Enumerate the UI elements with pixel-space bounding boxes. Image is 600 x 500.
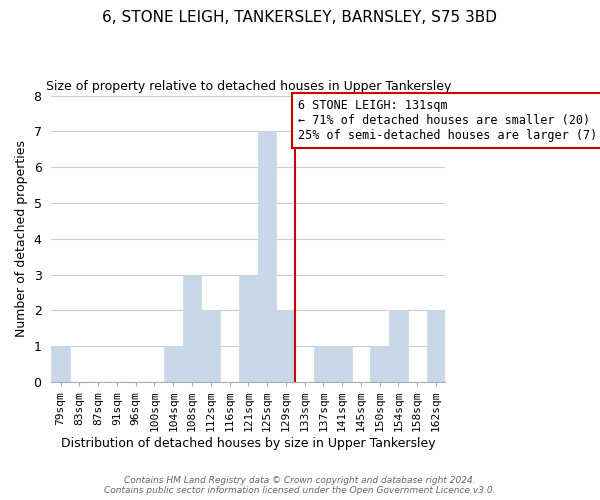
Bar (314, 346, 333, 382)
Y-axis label: Number of detached properties: Number of detached properties (15, 140, 28, 337)
Bar (333, 346, 352, 382)
Bar (202, 310, 220, 382)
Bar (51, 346, 70, 382)
Bar (182, 274, 202, 382)
Title: Size of property relative to detached houses in Upper Tankersley: Size of property relative to detached ho… (46, 80, 451, 93)
Text: 6, STONE LEIGH, TANKERSLEY, BARNSLEY, S75 3BD: 6, STONE LEIGH, TANKERSLEY, BARNSLEY, S7… (103, 10, 497, 25)
Bar (257, 132, 277, 382)
Bar (239, 274, 257, 382)
Text: Contains HM Land Registry data © Crown copyright and database right 2024.
Contai: Contains HM Land Registry data © Crown c… (104, 476, 496, 495)
Text: 6 STONE LEIGH: 131sqm
← 71% of detached houses are smaller (20)
25% of semi-deta: 6 STONE LEIGH: 131sqm ← 71% of detached … (298, 99, 600, 142)
X-axis label: Distribution of detached houses by size in Upper Tankersley: Distribution of detached houses by size … (61, 437, 436, 450)
Bar (427, 310, 445, 382)
Bar (370, 346, 389, 382)
Bar (389, 310, 408, 382)
Bar (277, 310, 295, 382)
Bar (164, 346, 182, 382)
